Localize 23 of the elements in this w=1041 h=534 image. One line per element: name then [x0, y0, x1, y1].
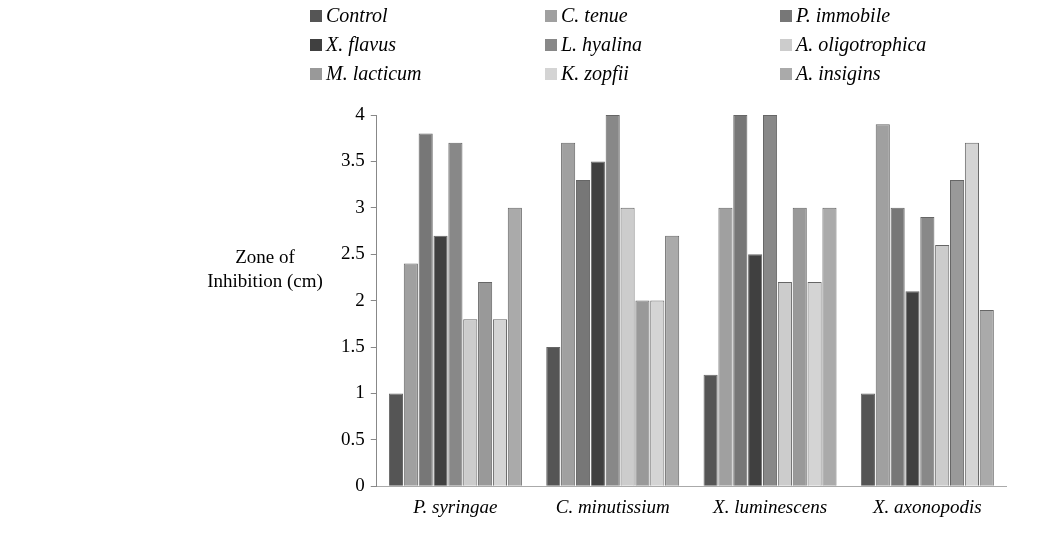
legend-label: Control: [326, 4, 388, 27]
y-tick-label: 3.5: [341, 149, 365, 171]
y-tick-label: 2.5: [341, 242, 365, 264]
y-axis-title: Zone of Inhibition (cm): [206, 245, 324, 293]
legend-label: P. immobile: [796, 4, 891, 27]
x-tick-label: X. axonopodis: [871, 495, 982, 517]
y-tick-label: 4: [355, 102, 366, 124]
legend-label: M. lacticum: [326, 62, 422, 85]
y-tick-label: 1: [355, 381, 365, 403]
y-tick-label: 0: [355, 474, 365, 496]
x-tick-label: P. syringae: [412, 495, 498, 517]
legend-label: K. zopfii: [561, 62, 629, 85]
y-tick-label: 0.5: [341, 427, 365, 449]
y-tick-label: 1.5: [341, 334, 365, 356]
legend-label: C. tenue: [561, 4, 628, 27]
x-tick-label: X. luminescens: [712, 495, 828, 517]
legend-label: A. insigins: [796, 62, 881, 85]
y-tick-label: 2: [355, 288, 365, 310]
legend-label: X. flavus: [326, 33, 396, 56]
legend-label: L. hyalina: [561, 33, 643, 56]
x-tick-label: C. minutissium: [555, 495, 670, 517]
y-tick-label: 3: [355, 195, 365, 217]
legend-label: A. oligotrophica: [796, 33, 927, 56]
